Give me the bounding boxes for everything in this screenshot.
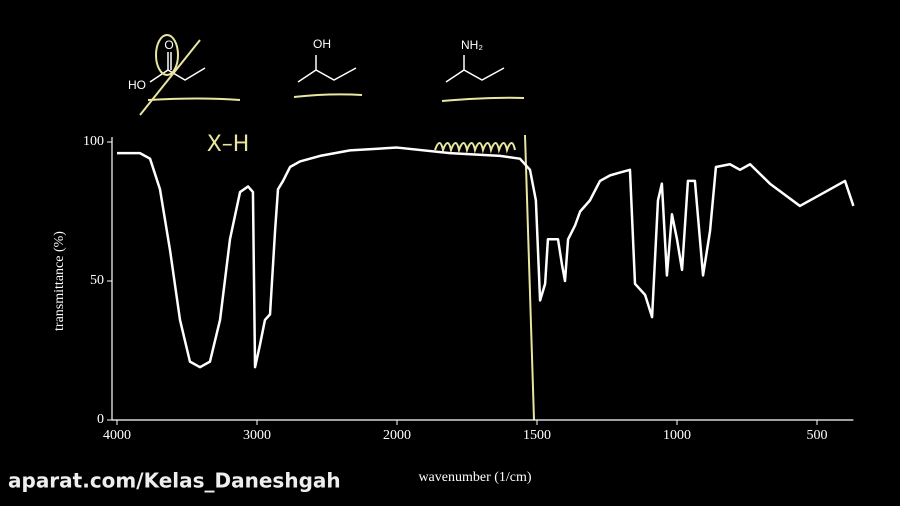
x-tick-label: 3000 [243,428,271,443]
annotation: X–H [207,132,250,157]
y-tick-label: 50 [90,273,104,288]
x-tick-label: 4000 [103,428,131,443]
annotation: HO [128,78,146,92]
x-tick-label: 500 [807,428,828,443]
annotation: OH [313,37,331,51]
y-tick-label: 0 [97,412,104,427]
molecule-sketches [149,52,505,83]
x-axis-label: wavenumber (1/cm) [418,470,531,485]
y-tick-label: 100 [83,134,104,149]
x-tick-label: 1000 [663,428,691,443]
watermark: aparat.com/Kelas_Daneshgah [8,469,341,493]
y-axis-label: transmittance (%) [52,231,67,331]
annotation: O [164,38,173,52]
handwriting [139,34,535,421]
spectrum-line [117,146,855,369]
x-tick-label: 1500 [523,428,551,443]
annotation: NH₂ [461,38,483,52]
x-tick-label: 2000 [383,428,411,443]
